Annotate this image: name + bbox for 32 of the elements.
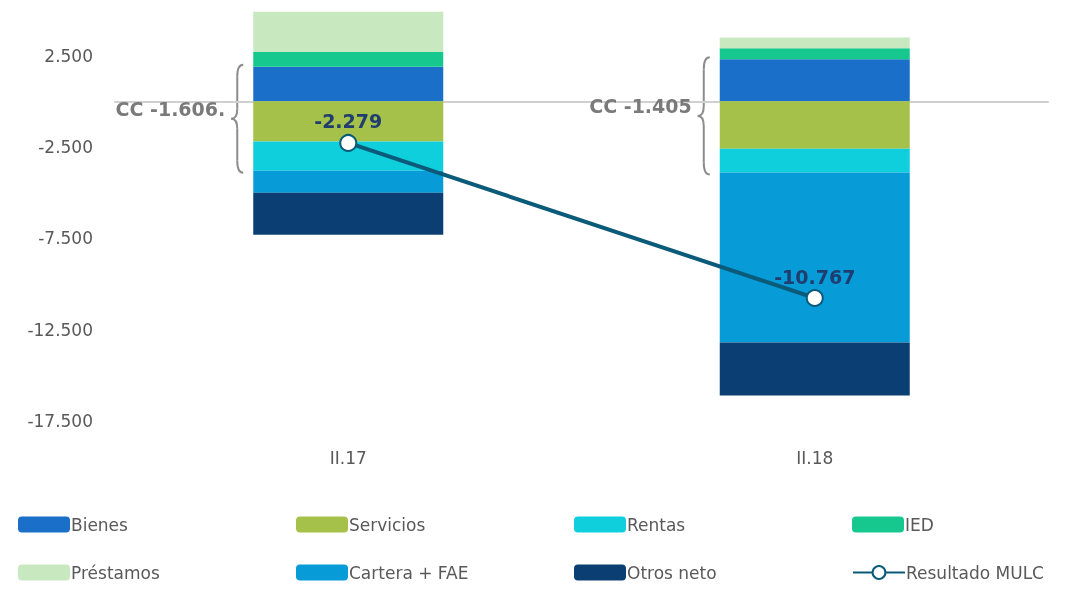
bar [253, 170, 444, 193]
bar [253, 101, 444, 142]
bar [253, 66, 444, 102]
bar [253, 11, 444, 53]
bar [719, 342, 910, 396]
legend-label: Cartera + FAE [349, 562, 469, 583]
y-tick-label: 2.500 [44, 45, 93, 66]
bar [719, 48, 910, 60]
bar [719, 148, 910, 173]
legend-label: Préstamos [71, 562, 160, 583]
x-tick-label: II.18 [796, 447, 834, 468]
bar [719, 37, 910, 49]
y-tick-label: -17.500 [27, 411, 93, 431]
legend-label: Rentas [627, 514, 686, 535]
annotation: CC -1.606. [115, 97, 226, 120]
legend-label: Otros neto [627, 562, 717, 583]
legend-label: Servicios [349, 514, 426, 535]
annotation: CC -1.405 [589, 94, 692, 117]
y-tick-label: -12.500 [27, 319, 93, 340]
y-tick-label: -7.500 [38, 228, 93, 249]
bar [719, 59, 910, 102]
legend-label: IED [905, 514, 934, 535]
legend-label: Bienes [71, 514, 129, 535]
bar [253, 192, 444, 235]
y-tick-label: -2.500 [38, 137, 93, 157]
x-tick-label: II.17 [329, 447, 367, 468]
bar [253, 52, 444, 67]
bar [253, 141, 444, 171]
data-label: -10.767 [774, 265, 856, 288]
legend-label: Resultado MULC [906, 562, 1044, 583]
data-label: -2.279 [314, 110, 383, 133]
bar [719, 101, 910, 149]
